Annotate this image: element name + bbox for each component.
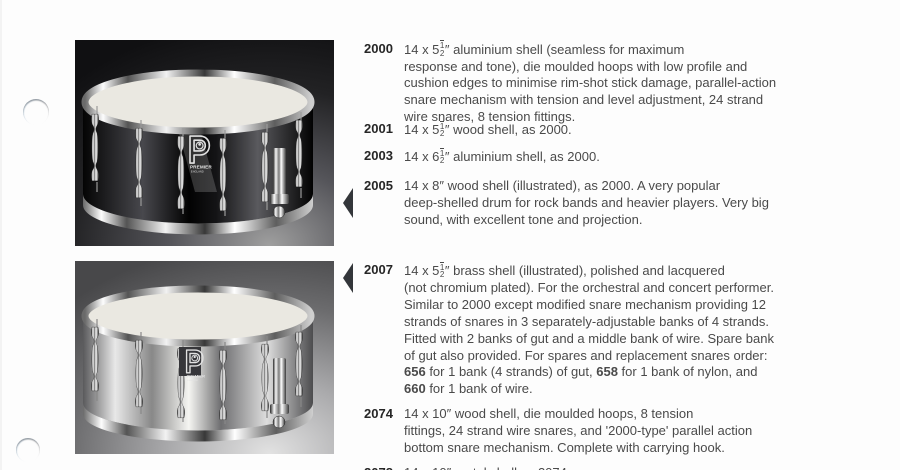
svg-text:PREMIER: PREMIER: [190, 165, 212, 170]
svg-text:PREMIER: PREMIER: [187, 373, 206, 378]
svg-text:ENGLAND: ENGLAND: [187, 379, 198, 382]
svg-text:ENGLAND: ENGLAND: [191, 171, 204, 174]
